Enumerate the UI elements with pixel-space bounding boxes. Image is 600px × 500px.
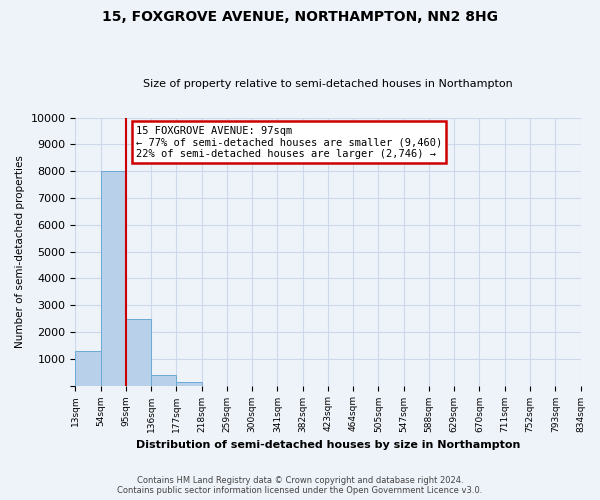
Text: 15, FOXGROVE AVENUE, NORTHAMPTON, NN2 8HG: 15, FOXGROVE AVENUE, NORTHAMPTON, NN2 8H… (102, 10, 498, 24)
Bar (176, 382, 202, 386)
Title: Size of property relative to semi-detached houses in Northampton: Size of property relative to semi-detach… (143, 79, 513, 89)
Bar (151, 375, 176, 386)
Bar (75, 350, 101, 386)
Bar (126, 318, 151, 386)
Bar (101, 171, 126, 386)
Text: 15 FOXGROVE AVENUE: 97sqm
← 77% of semi-detached houses are smaller (9,460)
22% : 15 FOXGROVE AVENUE: 97sqm ← 77% of semi-… (136, 126, 442, 159)
Y-axis label: Number of semi-detached properties: Number of semi-detached properties (15, 155, 25, 348)
X-axis label: Distribution of semi-detached houses by size in Northampton: Distribution of semi-detached houses by … (136, 440, 520, 450)
Text: Contains HM Land Registry data © Crown copyright and database right 2024.
Contai: Contains HM Land Registry data © Crown c… (118, 476, 482, 495)
